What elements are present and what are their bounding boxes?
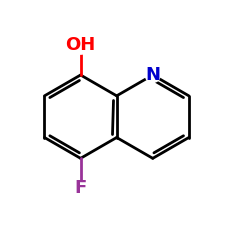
- Text: OH: OH: [66, 36, 96, 54]
- Circle shape: [74, 182, 87, 195]
- Text: N: N: [145, 66, 160, 84]
- Circle shape: [145, 68, 160, 82]
- Text: F: F: [74, 179, 87, 197]
- Circle shape: [72, 36, 90, 54]
